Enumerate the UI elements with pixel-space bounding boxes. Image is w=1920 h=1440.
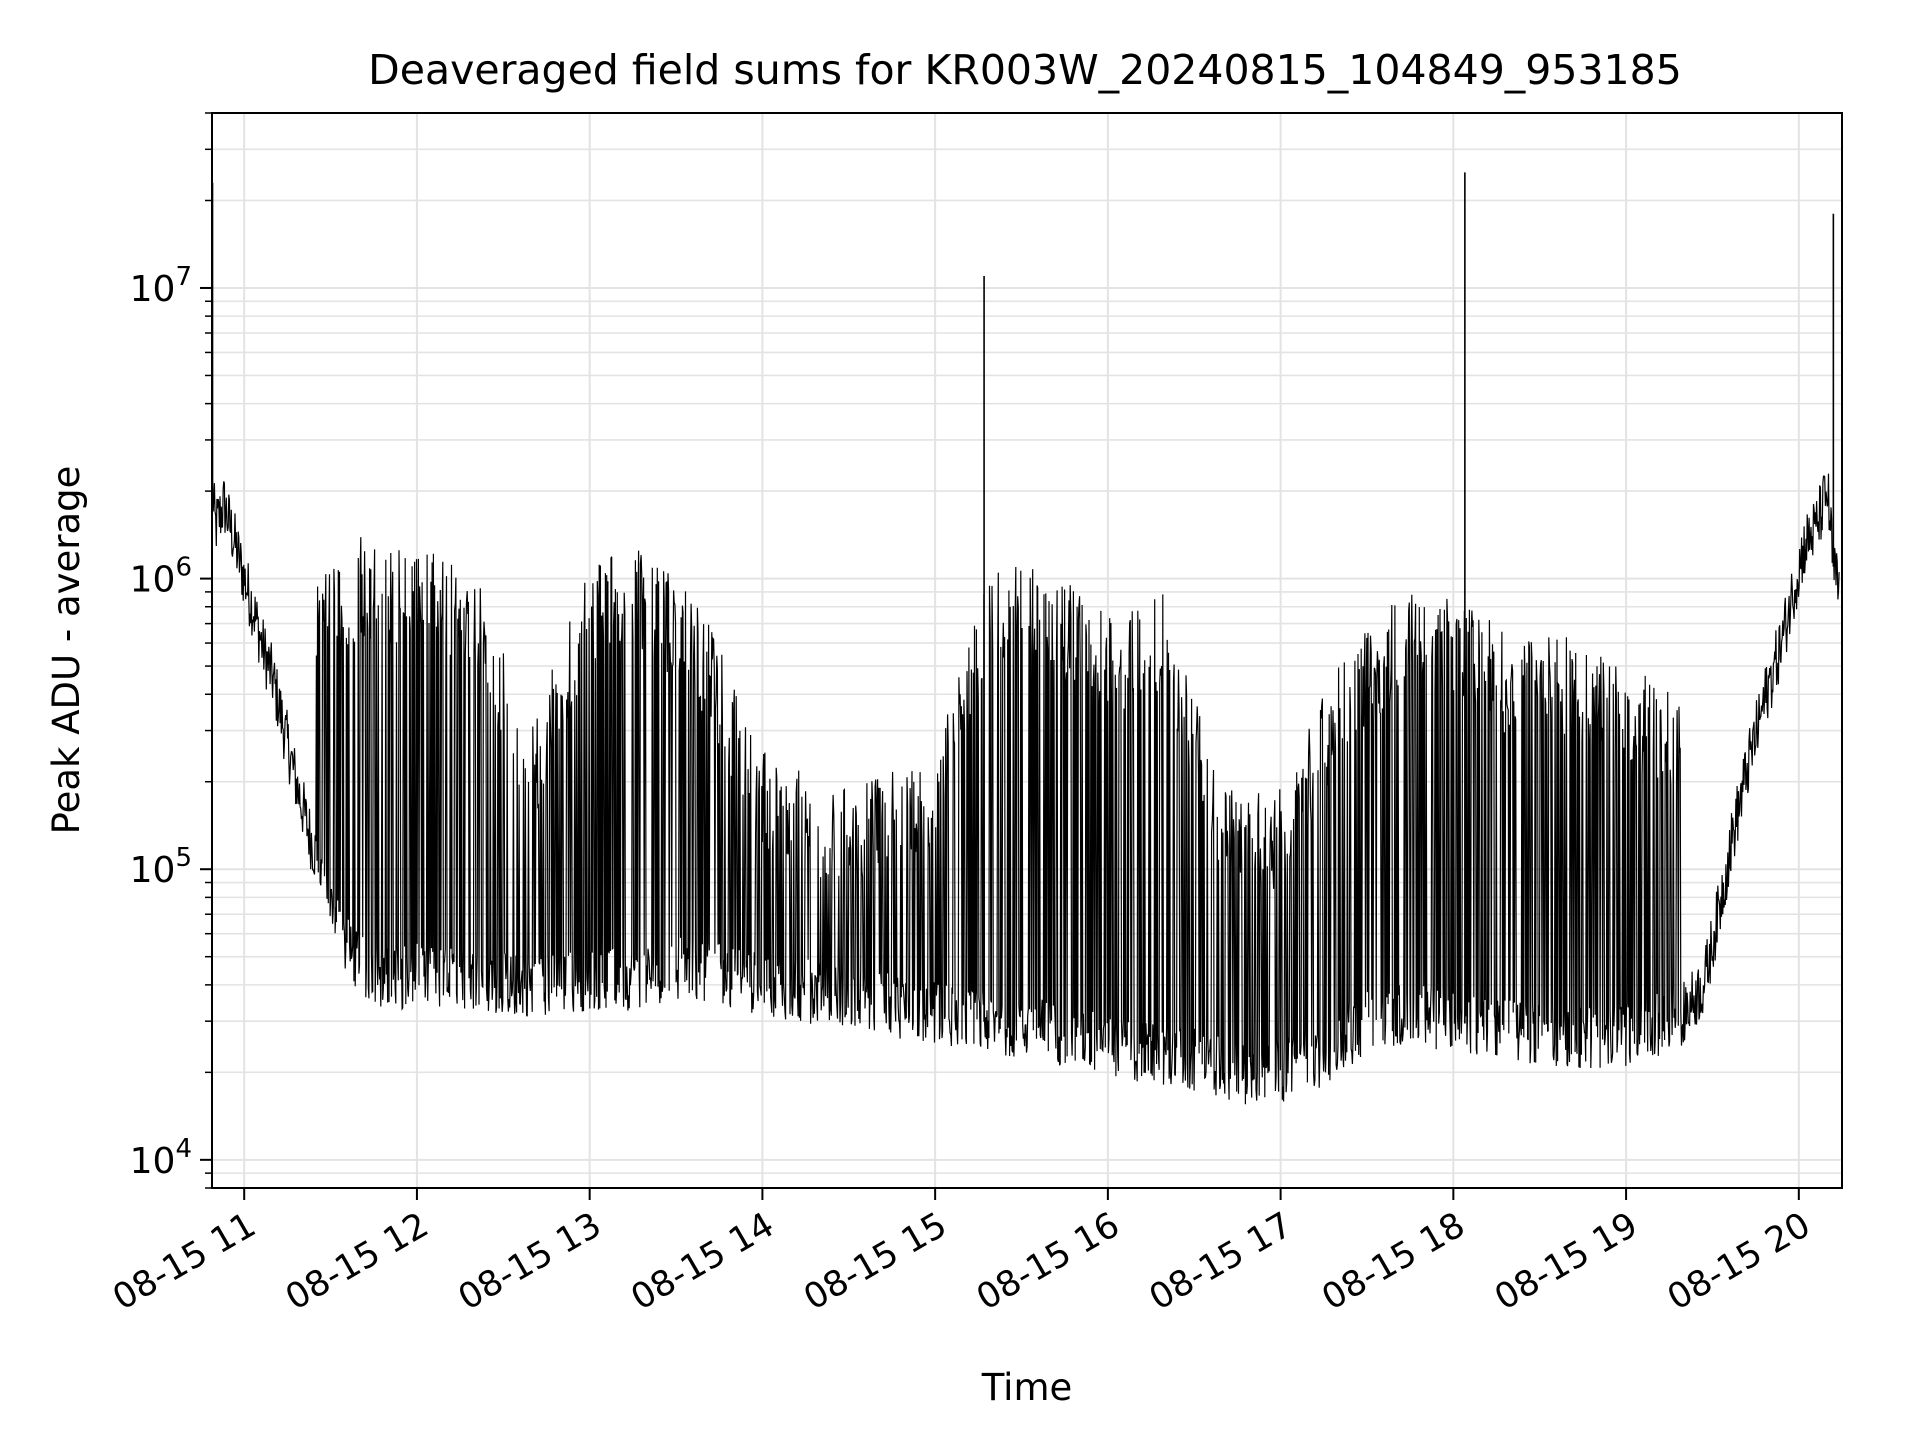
y-tick-label: 106 <box>130 553 192 601</box>
y-axis-label: Peak ADU - average <box>45 466 88 835</box>
y-tick-label: 107 <box>130 262 192 310</box>
y-tick-label: 105 <box>130 843 192 891</box>
data-line <box>211 473 1840 1105</box>
x-axis-label: Time <box>981 1366 1073 1409</box>
y-tick-label: 104 <box>130 1134 192 1182</box>
chart-title: Deaveraged field sums for KR003W_2024081… <box>368 46 1682 94</box>
axes-frame <box>211 112 1843 1189</box>
y-axis: 104 105 106 107 <box>130 112 212 1189</box>
